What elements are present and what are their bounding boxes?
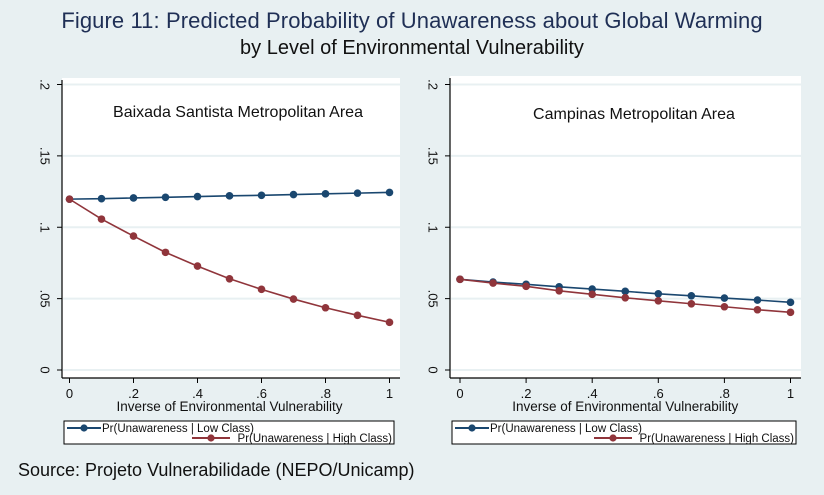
data-point-high-class xyxy=(97,215,106,223)
legend-label-low-class: Pr(Unawareness | Low Class) xyxy=(490,423,642,435)
data-point-high-class xyxy=(786,308,795,317)
y-tick-label: .15 xyxy=(38,147,53,165)
data-point-high-class xyxy=(456,275,464,284)
y-tick-label: .2 xyxy=(38,79,53,90)
x-tick-label: .4 xyxy=(192,386,203,401)
x-axis-title: Inverse of Environmental Vulnerability xyxy=(116,399,342,414)
data-point-high-class xyxy=(621,293,630,302)
x-tick-label: 1 xyxy=(386,386,393,401)
data-point-low-class xyxy=(353,189,362,197)
data-point-low-class xyxy=(786,298,795,307)
data-point-high-class xyxy=(193,262,202,270)
x-tick-label: .4 xyxy=(587,386,598,401)
x-tick-label: .2 xyxy=(521,386,532,401)
x-axis-title: Inverse of Environmental Vulnerability xyxy=(512,399,738,414)
data-point-low-class xyxy=(720,294,729,302)
y-tick-label: .1 xyxy=(426,222,441,233)
data-point-low-class xyxy=(161,193,170,202)
data-point-low-class xyxy=(621,287,630,296)
x-tick-label: .6 xyxy=(256,386,267,401)
y-tick-label: .2 xyxy=(426,79,441,90)
data-point-high-class xyxy=(489,279,497,287)
y-tick-label: .05 xyxy=(38,290,53,308)
data-point-high-class xyxy=(687,299,696,308)
data-point-low-class xyxy=(385,188,394,197)
legend-label-low-class: Pr(Unawareness | Low Class) xyxy=(102,423,254,435)
y-tick-label: .1 xyxy=(38,222,53,233)
x-tick-label: .6 xyxy=(653,386,664,401)
data-point-high-class xyxy=(353,311,362,320)
y-tick-label: 0 xyxy=(426,366,441,373)
data-point-low-class xyxy=(289,190,298,199)
figure-title: Figure 11: Predicted Probability of Unaw… xyxy=(61,8,763,33)
data-point-low-class xyxy=(588,285,596,293)
data-point-high-class xyxy=(720,302,729,311)
y-tick-label: 0 xyxy=(38,366,53,373)
data-point-low-class xyxy=(193,192,202,201)
x-tick-label: .2 xyxy=(128,386,139,401)
data-point-high-class xyxy=(753,305,762,314)
y-tick-label: .15 xyxy=(426,147,441,165)
data-point-high-class xyxy=(321,303,330,312)
legend-label-high-class: Pr(Unawareness | High Class) xyxy=(640,433,795,445)
x-tick-label: .8 xyxy=(719,386,730,401)
data-point-low-class xyxy=(753,296,762,304)
source-note: Source: Projeto Vulnerabilidade (NEPO/Un… xyxy=(18,460,415,480)
data-point-low-class xyxy=(654,289,663,298)
data-point-low-class xyxy=(257,191,266,200)
legend-marker-low-class xyxy=(468,424,476,432)
data-point-low-class xyxy=(97,194,106,203)
data-point-high-class xyxy=(555,286,563,295)
data-point-high-class xyxy=(385,318,394,327)
data-point-low-class xyxy=(687,291,696,300)
legend-box xyxy=(451,420,797,445)
legend-marker-high-class xyxy=(207,434,215,442)
data-point-high-class xyxy=(588,290,596,299)
x-tick-label: .8 xyxy=(320,386,331,401)
panel-title: Baixada Santista Metropolitan Area xyxy=(113,104,363,121)
figure-subtitle: by Level of Environmental Vulnerability xyxy=(240,37,584,59)
x-tick-label: 0 xyxy=(456,386,463,401)
data-point-low-class xyxy=(225,192,234,200)
legend-box xyxy=(63,420,395,445)
data-point-low-class xyxy=(321,190,330,198)
data-point-high-class xyxy=(257,285,266,294)
data-point-high-class xyxy=(161,248,170,257)
data-point-high-class xyxy=(289,295,298,303)
data-point-high-class xyxy=(129,232,138,240)
data-point-high-class xyxy=(225,274,234,283)
x-tick-label: 1 xyxy=(787,386,794,401)
legend-marker-high-class xyxy=(609,434,617,442)
data-point-high-class xyxy=(654,296,663,305)
data-point-high-class xyxy=(522,282,530,291)
data-point-high-class xyxy=(65,195,74,203)
y-tick-label: .05 xyxy=(426,290,441,308)
x-tick-label: 0 xyxy=(66,386,73,401)
data-point-low-class xyxy=(129,194,138,202)
legend-label-high-class: Pr(Unawareness | High Class) xyxy=(238,433,393,445)
panel-title: Campinas Metropolitan Area xyxy=(533,106,735,123)
legend-marker-low-class xyxy=(80,424,88,432)
